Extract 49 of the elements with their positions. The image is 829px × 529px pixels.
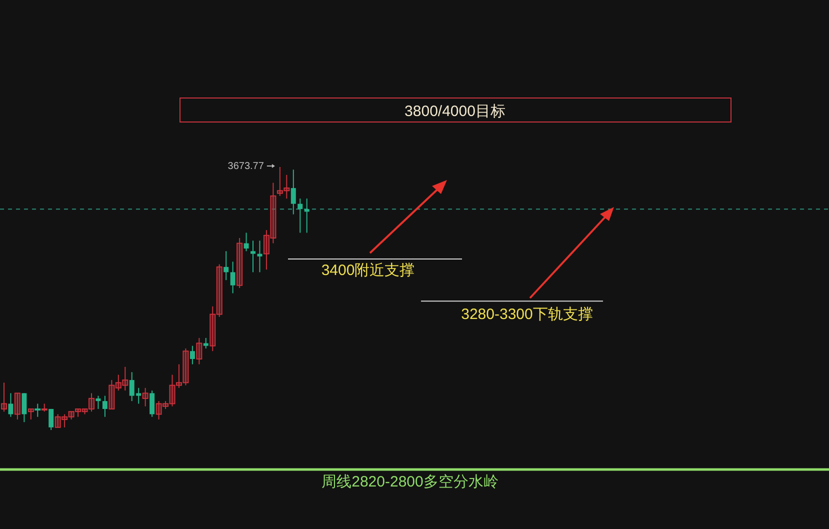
- candlestick: [290, 169, 296, 215]
- candlestick: [34, 403, 41, 418]
- candlestick: [8, 392, 14, 418]
- candlestick: [54, 414, 61, 428]
- candlestick: [216, 264, 222, 318]
- candlestick: [28, 408, 34, 420]
- candlestick: [68, 411, 74, 420]
- candlestick: [156, 400, 162, 420]
- candlestick: [142, 387, 148, 407]
- ref-line-label: 3280-3300下轨支撑: [461, 306, 593, 324]
- candlestick: [263, 230, 270, 270]
- candlestick: [75, 408, 82, 418]
- candlestick: [230, 261, 236, 294]
- candlestick: [276, 166, 283, 196]
- candlestick: [236, 238, 243, 288]
- candlestick: [96, 395, 101, 410]
- candlestick: [22, 392, 27, 423]
- candlestick: [304, 198, 310, 234]
- candlestick: [108, 380, 115, 410]
- candlestick: [62, 414, 68, 428]
- candlestick: [1, 382, 7, 412]
- candlestick: [224, 250, 229, 281]
- candlestick: [190, 345, 195, 365]
- candlestick: [122, 366, 128, 392]
- ref-line-label: 周线2820-2800多空分水岭: [322, 473, 498, 490]
- candlestick: [176, 364, 182, 388]
- candlestick: [115, 374, 122, 392]
- candlestick: [48, 408, 54, 430]
- candlestick: [210, 306, 216, 352]
- candlestick: [203, 337, 208, 349]
- candlestick: [196, 337, 202, 365]
- candlestick: [162, 400, 169, 410]
- candlestick: [169, 374, 176, 407]
- candlestick: [102, 395, 108, 418]
- annotation: 3673.77: [228, 161, 264, 172]
- candlestick: [182, 348, 189, 386]
- text: 3800/4000目标: [404, 103, 506, 120]
- candlestick: [150, 390, 155, 418]
- ref-line-label: 3400附近支撑: [321, 262, 415, 280]
- candlestick: [250, 240, 256, 273]
- candlestick: [298, 198, 303, 234]
- candlestick: [244, 232, 249, 252]
- candlestick: [270, 182, 276, 244]
- candlestick: [284, 174, 290, 200]
- candlestick: [14, 392, 20, 420]
- candlestick: [41, 403, 48, 412]
- candlestick: [88, 392, 94, 412]
- candlestick: [82, 408, 88, 415]
- candlestick: [257, 240, 262, 273]
